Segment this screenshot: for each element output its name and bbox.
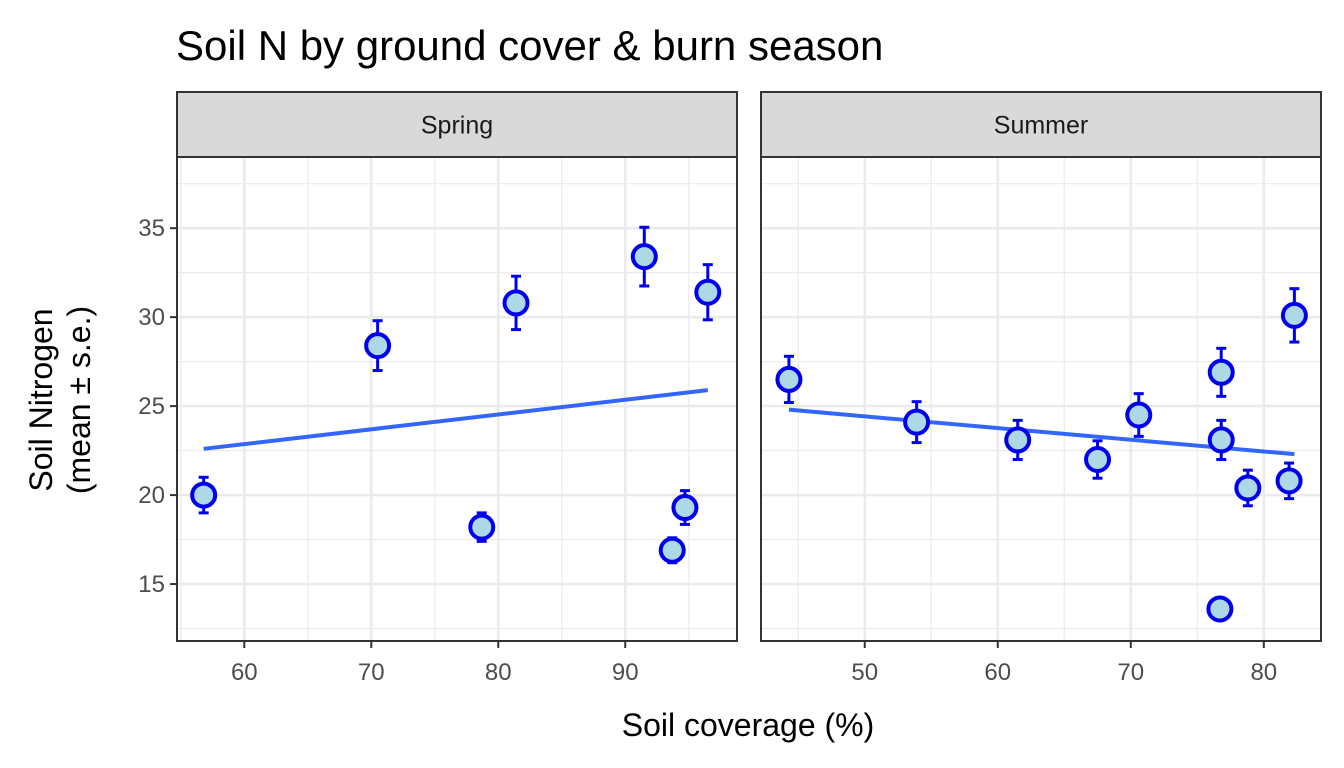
x-tick-label: 50 (851, 659, 878, 686)
x-tick-label: 70 (1117, 659, 1144, 686)
y-tick-label: 25 (138, 393, 165, 420)
data-point (694, 278, 722, 306)
y-tick-label: 30 (138, 304, 165, 331)
x-tick-label: 90 (612, 659, 639, 686)
data-point (903, 408, 931, 436)
data-point (1084, 446, 1112, 473)
data-point (1280, 301, 1308, 329)
chart-title: Soil N by ground cover & burn season (176, 22, 883, 69)
data-point (190, 481, 218, 509)
facet-strip (760, 91, 1322, 158)
x-tick-label: 80 (1250, 659, 1277, 686)
data-point (671, 494, 699, 522)
facet-strip (176, 91, 738, 158)
facet-strip-label: Summer (994, 112, 1088, 140)
data-point (1207, 426, 1235, 454)
data-point (1004, 426, 1032, 454)
y-tick-label: 20 (138, 482, 165, 509)
panel-background (177, 157, 737, 641)
data-point (1207, 358, 1235, 386)
data-point (630, 243, 658, 271)
x-tick-label: 60 (231, 659, 258, 686)
facet-panel-spring: Spring 60 70 80 90 15 20 25 30 35 (138, 91, 738, 686)
x-tick-label: 60 (984, 659, 1011, 686)
x-tick-label: 80 (485, 659, 512, 686)
data-point (1206, 595, 1234, 623)
x-tick-label: 70 (358, 659, 385, 686)
data-point (775, 365, 803, 393)
data-point (1125, 401, 1153, 429)
trend-line (203, 388, 709, 451)
data-point (1234, 474, 1262, 502)
facet-panel-summer: Summer 50 60 70 80 (760, 91, 1322, 686)
y-axis-title-line-1: Soil Nitrogen (23, 308, 59, 491)
data-point (364, 332, 392, 360)
data-point (502, 289, 530, 317)
data-point (658, 536, 686, 564)
y-tick-label: 35 (138, 215, 165, 242)
x-axis-title: Soil coverage (%) (622, 707, 875, 743)
facet-panels: Spring 60 70 80 90 15 20 25 30 35 Summer 50 60 70 80 (138, 91, 1322, 686)
y-tick-label: 15 (138, 571, 165, 598)
data-point (468, 513, 496, 541)
data-point (1275, 467, 1303, 495)
y-axis-title-line-2: (mean ± s.e.) (61, 306, 97, 494)
panel-background (761, 157, 1321, 641)
facet-strip-label: Spring (421, 112, 493, 140)
